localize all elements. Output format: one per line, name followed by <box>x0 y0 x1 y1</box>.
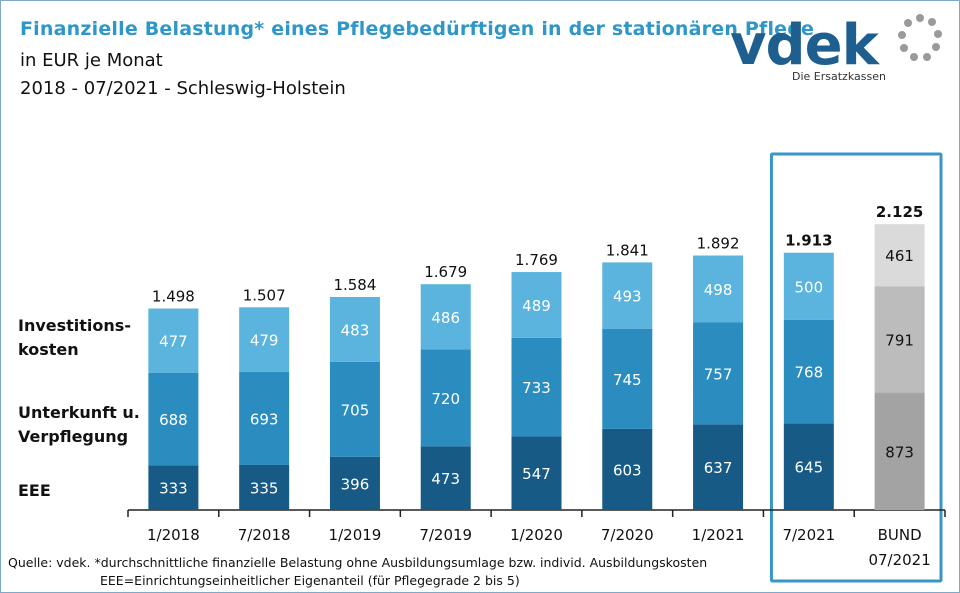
data-label-eee: 603 <box>613 461 642 479</box>
x-tick-label: 1/2018 <box>147 526 200 544</box>
total-label: 1.841 <box>606 241 649 259</box>
data-label-unterkunft: 791 <box>885 331 914 349</box>
chart-title: Finanzielle Belastung* eines Pflegebedür… <box>20 18 815 40</box>
bar-segment-invest <box>693 255 744 323</box>
bar-segment-unterkunft <box>874 286 925 393</box>
bar-segment-invest <box>783 252 834 320</box>
bar-segment-eee <box>511 436 562 510</box>
vdek-logo: vdek Die Ersatzkassen <box>730 13 942 83</box>
bar-segment-eee <box>329 456 380 510</box>
total-label: 2.125 <box>876 203 923 221</box>
data-label-eee: 335 <box>250 479 279 497</box>
row-label-unterkunft-line2: Verpflegung <box>18 427 129 446</box>
data-label-invest: 493 <box>613 288 642 306</box>
data-label-unterkunft: 705 <box>341 401 370 419</box>
data-label-eee: 333 <box>159 480 188 498</box>
vdek-logo-subtitle: Die Ersatzkassen <box>792 70 886 83</box>
total-label: 1.679 <box>424 263 467 281</box>
bar-segment-eee <box>148 465 199 510</box>
vdek-logo-ring-icon <box>898 14 942 61</box>
data-label-eee: 637 <box>704 459 733 477</box>
source-note: Quelle: vdek. *durchschnittliche finanzi… <box>8 555 708 570</box>
bar-segment-invest <box>511 272 562 338</box>
bar-segment-unterkunft <box>148 372 199 466</box>
data-label-invest: 479 <box>250 332 279 350</box>
data-label-eee: 473 <box>431 470 460 488</box>
data-label-unterkunft: 720 <box>431 390 460 408</box>
data-label-unterkunft: 745 <box>613 371 642 389</box>
row-label-eee: EEE <box>18 481 51 500</box>
x-tick-label: 7/2018 <box>238 526 291 544</box>
bar-segment-eee <box>693 424 744 510</box>
row-label-investitionskosten-line1: Investitions- <box>18 316 131 335</box>
chart-subtitle-period: 2018 - 07/2021 - Schleswig-Holstein <box>20 78 346 99</box>
total-label: 1.584 <box>333 276 376 294</box>
x-tick-label: 7/2021 <box>782 526 835 544</box>
highlight-box <box>769 152 943 583</box>
data-label-invest: 489 <box>522 297 551 315</box>
source-note-eee: EEE=Einrichtungseinheitlicher Eigenantei… <box>100 573 520 588</box>
x-tick-label: 1/2020 <box>510 526 563 544</box>
data-label-unterkunft: 757 <box>704 365 733 383</box>
data-label-unterkunft: 733 <box>522 379 551 397</box>
data-label-eee: 645 <box>795 459 824 477</box>
row-label-investitionskosten: Investitions- kosten <box>18 314 131 362</box>
chart-subtitle-unit: in EUR je Monat <box>20 50 163 71</box>
bar-segment-unterkunft <box>329 361 380 457</box>
bar-segment-eee <box>239 464 290 510</box>
x-tick-label: 1/2021 <box>692 526 745 544</box>
total-label: 1.769 <box>515 251 558 269</box>
data-label-invest: 486 <box>431 309 460 327</box>
bar-segment-eee <box>783 423 834 510</box>
row-label-unterkunft-line1: Unterkunft u. <box>18 403 140 422</box>
data-label-invest: 498 <box>704 281 733 299</box>
x-tick-label: 1/2019 <box>329 526 382 544</box>
data-label-invest: 483 <box>341 321 370 339</box>
bar-segment-invest <box>602 262 653 329</box>
x-tick-label: 7/2020 <box>601 526 654 544</box>
bar-segment-eee <box>602 428 653 510</box>
bar-segment-unterkunft <box>783 319 834 424</box>
total-label: 1.892 <box>697 235 740 253</box>
bar-segment-unterkunft <box>693 322 744 425</box>
data-label-unterkunft: 693 <box>250 410 279 428</box>
bar-segment-invest <box>329 296 380 362</box>
data-label-invest: 500 <box>795 278 824 296</box>
bar-segment-invest <box>239 307 290 372</box>
bar-segment-invest <box>148 308 199 373</box>
bar-segment-invest <box>420 284 471 350</box>
data-label-unterkunft: 688 <box>159 411 188 429</box>
bar-segment-eee <box>874 392 925 510</box>
data-label-eee: 396 <box>341 475 370 493</box>
total-label: 1.913 <box>785 232 832 250</box>
row-label-investitionskosten-line2: kosten <box>18 340 79 359</box>
bar-segment-eee <box>420 446 471 510</box>
bar-segment-unterkunft <box>511 337 562 437</box>
x-tick-label: BUND <box>878 526 922 544</box>
x-tick-label: 7/2019 <box>419 526 472 544</box>
total-label: 1.507 <box>243 286 286 304</box>
bar-segment-unterkunft <box>602 328 653 429</box>
total-label: 1.498 <box>152 288 195 306</box>
data-label-invest: 477 <box>159 333 188 351</box>
bar-segment-invest <box>874 224 925 287</box>
data-label-eee: 873 <box>885 443 914 461</box>
vdek-logo-wordmark: vdek <box>730 13 881 78</box>
data-label-unterkunft: 768 <box>795 364 824 382</box>
x-tick-label: 07/2021 <box>868 551 930 569</box>
data-label-eee: 547 <box>522 465 551 483</box>
data-label-invest: 461 <box>885 247 914 265</box>
row-label-unterkunft: Unterkunft u. Verpflegung <box>18 401 140 449</box>
bar-segment-unterkunft <box>420 349 471 447</box>
bar-segment-unterkunft <box>239 371 290 465</box>
